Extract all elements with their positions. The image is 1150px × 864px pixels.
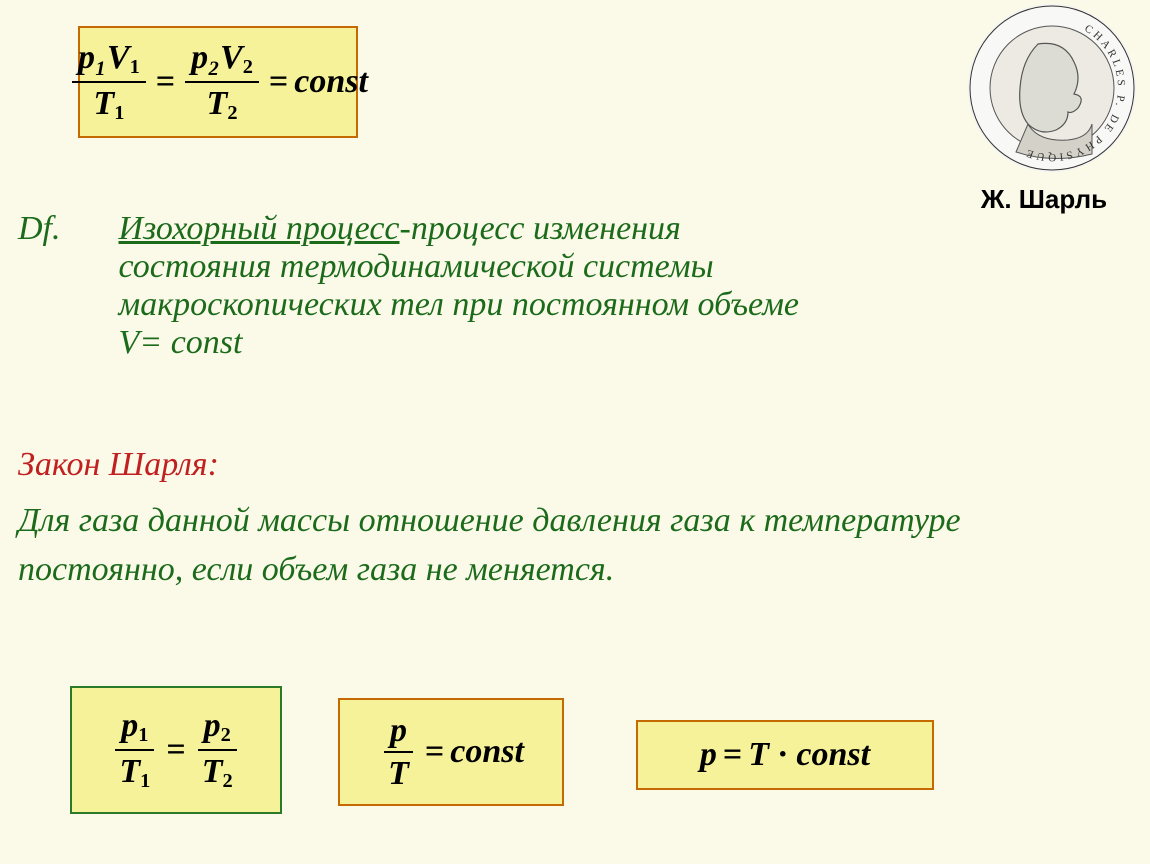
equals-1: = (156, 63, 175, 101)
portrait-charles: CHARLES P. DE PHYSIQUE (968, 4, 1136, 172)
den-t2: T (207, 85, 228, 122)
p-var: p (700, 736, 717, 774)
equals-pt: = (425, 733, 444, 771)
p-sub-1: 1 (138, 725, 148, 747)
p-sub-2: 2 (221, 725, 231, 747)
num-sub-1: 1 (130, 57, 140, 79)
den-sub-2: 2 (227, 102, 237, 124)
definition-line-3: макроскопических тел при постоянном объе… (119, 286, 800, 323)
combined-gas-law-equation: p₁V1 T1 = p₂V2 T2 = const (68, 39, 368, 124)
fraction-p1v1-t1: p₁V1 T1 (72, 39, 146, 124)
p-sym-2: p (204, 707, 221, 744)
p-eq-t-const-box: p = T · const (636, 720, 934, 790)
fraction-p-t: p T (382, 712, 415, 793)
fraction-p1-t1: p1 T1 (113, 707, 156, 792)
definition-line-4: V= const (119, 324, 243, 361)
definition-rest-1: -процесс изменения (400, 210, 681, 247)
const-label: const (294, 63, 368, 101)
p-sym: p (384, 712, 413, 753)
law-text: Для газа данной массы отношение давления… (18, 496, 1118, 595)
t-sym-1: T (119, 753, 140, 790)
charles-law-ratio-eq: p1 T1 = p2 T2 (109, 707, 242, 792)
combined-gas-law-box: p₁V1 T1 = p₂V2 T2 = const (78, 26, 358, 138)
t-sub-1: 1 (140, 770, 150, 792)
equals-2: = (269, 63, 288, 101)
t-var: T (748, 736, 769, 774)
fraction-p2-t2: p2 T2 (196, 707, 239, 792)
den-t: T (93, 85, 114, 122)
num-p2v2: p₂V (191, 39, 243, 76)
definition-label: Df. (18, 210, 110, 248)
t-sub-2: 2 (222, 770, 232, 792)
den-sub-1: 1 (114, 102, 124, 124)
const-label-peq: const (796, 736, 870, 774)
num-sub-2: 2 (243, 57, 253, 79)
definition-block: Df. Изохорный процесс-процесс изменения … (18, 210, 978, 362)
equals-ratio: = (166, 731, 185, 769)
definition-term: Изохорный процесс (119, 210, 400, 247)
p-sym-1: p (121, 707, 138, 744)
t-sym: T (382, 753, 415, 792)
p-over-t-const-box: p T = const (338, 698, 564, 806)
p-over-t-const-eq: p T = const (378, 712, 524, 793)
definition-line-2: состояния термодинамической системы (119, 248, 714, 285)
dot-op: · (777, 736, 788, 774)
law-title: Закон Шарля: (18, 446, 219, 484)
equals-peq: = (723, 736, 742, 774)
fraction-p2v2-t2: p₂V2 T2 (185, 39, 259, 124)
const-label-pt: const (450, 733, 524, 771)
charles-law-ratio-box: p1 T1 = p2 T2 (70, 686, 282, 814)
p-eq-t-const-eq: p = T · const (700, 736, 870, 774)
t-sym-2: T (202, 753, 223, 790)
num-p1v1: p₁V (78, 39, 130, 76)
definition-body: Изохорный процесс-процесс изменения сост… (119, 210, 959, 362)
portrait-svg: CHARLES P. DE PHYSIQUE (968, 4, 1136, 172)
